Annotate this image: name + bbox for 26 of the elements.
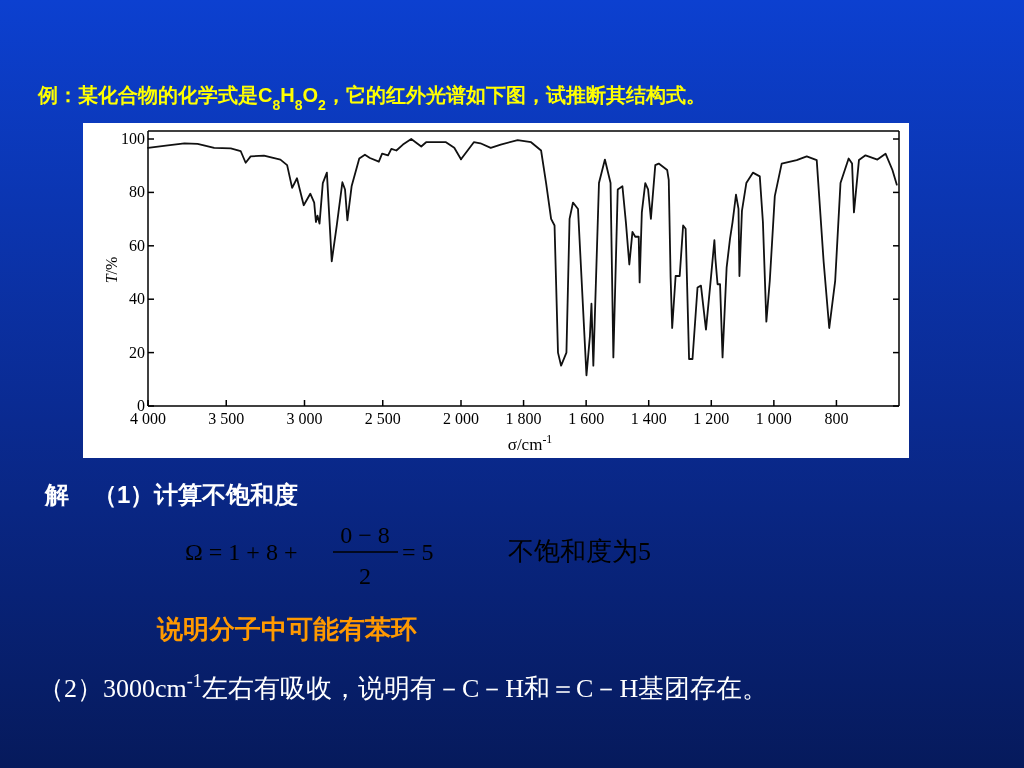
text: 0 − 8 [340, 522, 390, 548]
x-tick-label: 1 800 [505, 410, 542, 427]
y-axis-title: T/% [103, 256, 120, 284]
x-tick-label: 1 000 [755, 410, 792, 427]
y-tick-label: 20 [129, 343, 145, 361]
x-tick-label: 800 [824, 410, 849, 427]
x-tick-label: 2 000 [443, 410, 479, 427]
y-tick-label: 60 [129, 236, 145, 254]
x-tick-label: 1 200 [693, 410, 730, 427]
x-axis-title: σ/cm$^{-1}$ [507, 432, 553, 454]
y-tick-label: 40 [129, 290, 145, 308]
text: 说明分子中可能有苯环 [156, 614, 417, 644]
x-tick-label: 1 400 [630, 410, 667, 427]
x-tick-label: 3 500 [208, 410, 245, 427]
text: = 5 [402, 539, 434, 565]
text: （2）3000cm$^{-1}$左右有吸收，说明有－C－H和＝C－H基团存在。 [38, 671, 769, 703]
x-tick-label: 3 000 [286, 410, 323, 427]
text: 2 [359, 563, 371, 589]
x-tick-label: 2 500 [364, 410, 401, 427]
x-tick-label: 1 600 [568, 410, 605, 427]
text: 不饱和度为5 [508, 537, 651, 566]
text: Ω = 1 + 8 + [185, 539, 298, 565]
chart-title: 例：某化合物的化学式是C$_{8}$H$_{8}$O$_{2}$，它的红外光谱如下图，试推断其结构式。 [37, 84, 706, 113]
text: 解 （1）计算不饱和度 [44, 481, 299, 508]
y-tick-label: 100 [121, 130, 145, 148]
y-tick-label: 80 [129, 183, 145, 201]
